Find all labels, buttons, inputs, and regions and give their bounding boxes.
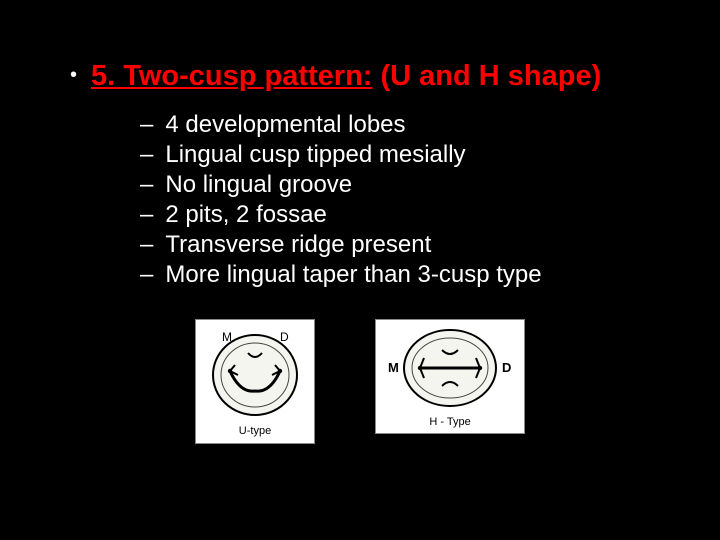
list-text: Transverse ridge present — [165, 231, 431, 259]
list-text: 2 pits, 2 fossae — [165, 201, 326, 229]
label-d: D — [502, 360, 511, 375]
list-item: – Transverse ridge present — [140, 231, 670, 259]
dash-icon: – — [140, 231, 153, 259]
tooth-image-u: M D U-type — [195, 319, 315, 444]
list-item: – More lingual taper than 3-cusp type — [140, 261, 670, 289]
tooth-h-svg: M D — [380, 322, 520, 414]
dash-icon: – — [140, 261, 153, 289]
list-text: No lingual groove — [165, 171, 352, 199]
label-m: M — [222, 330, 232, 344]
title-rest: (U and H shape) — [372, 60, 601, 92]
list-text: 4 developmental lobes — [165, 111, 405, 139]
bullet-icon: • — [70, 64, 77, 87]
tooth-image-h: M D H - Type — [375, 319, 525, 434]
list-item: – Lingual cusp tipped mesially — [140, 141, 670, 169]
sub-bullet-list: – 4 developmental lobes – Lingual cusp t… — [140, 111, 670, 289]
list-item: – No lingual groove — [140, 171, 670, 199]
title-line: • 5. Two-cusp pattern: (U and H shape) — [70, 60, 670, 93]
label-d: D — [280, 330, 289, 344]
list-text: More lingual taper than 3-cusp type — [165, 261, 541, 289]
label-m: M — [388, 360, 399, 375]
list-item: – 4 developmental lobes — [140, 111, 670, 139]
list-text: Lingual cusp tipped mesially — [165, 141, 465, 169]
dash-icon: – — [140, 201, 153, 229]
caption-u: U-type — [239, 425, 271, 437]
images-row: M D U-type M D H - Type — [50, 319, 670, 444]
slide: • 5. Two-cusp pattern: (U and H shape) –… — [0, 0, 720, 540]
dash-icon: – — [140, 171, 153, 199]
slide-title: 5. Two-cusp pattern: (U and H shape) — [91, 60, 601, 93]
tooth-u-svg: M D — [200, 323, 310, 423]
list-item: – 2 pits, 2 fossae — [140, 201, 670, 229]
caption-h: H - Type — [429, 416, 470, 428]
dash-icon: – — [140, 141, 153, 169]
dash-icon: – — [140, 111, 153, 139]
title-underlined: 5. Two-cusp pattern: — [91, 60, 372, 92]
